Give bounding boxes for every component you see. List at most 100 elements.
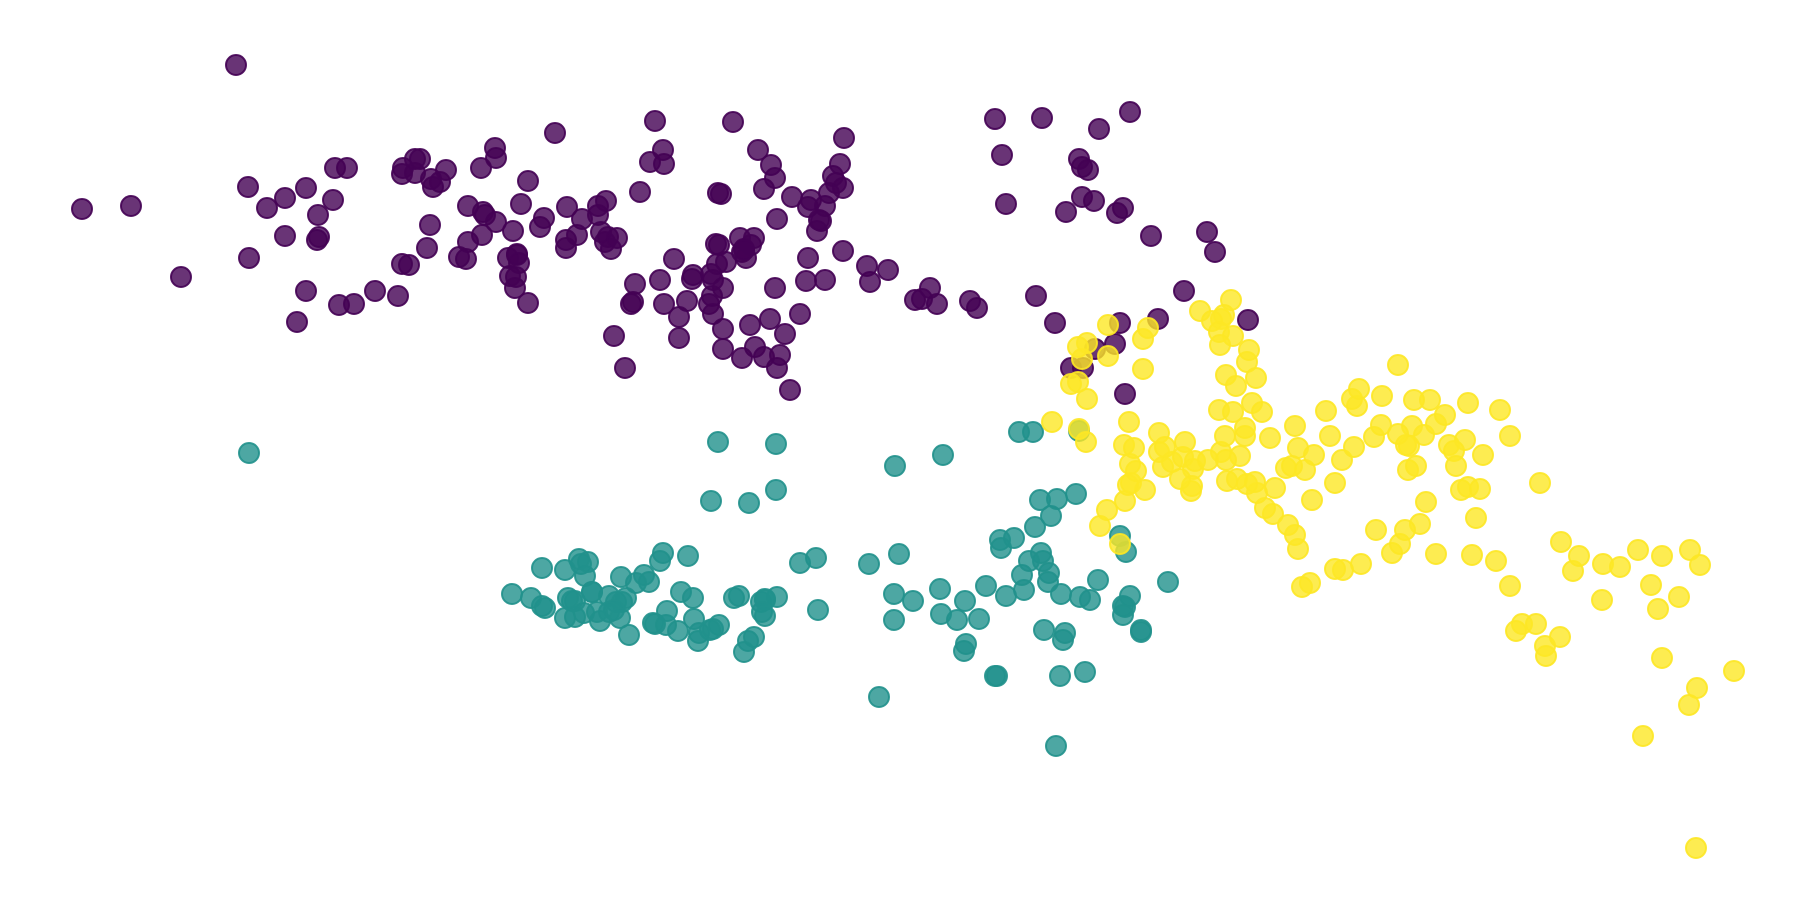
scatter-point-series-1-56 [858, 553, 880, 575]
scatter-point-series-0-82 [644, 110, 666, 132]
scatter-point-series-0-2 [170, 266, 192, 288]
scatter-point-series-1-45 [1024, 516, 1046, 538]
scatter-point-series-0-114 [766, 208, 788, 230]
scatter-point-series-0-137 [774, 323, 796, 345]
scatter-point-series-2-82 [1632, 725, 1654, 747]
scatter-point-series-0-160 [1044, 312, 1066, 334]
scatter-point-series-0-5 [295, 280, 317, 302]
scatter-point-series-1-44 [1018, 550, 1040, 572]
scatter-point-series-2-117 [1225, 375, 1247, 397]
scatter-point-series-1-26 [975, 575, 997, 597]
scatter-point-series-2-33 [1245, 367, 1267, 389]
scatter-point-series-0-140 [814, 195, 836, 217]
scatter-point-series-2-104 [1324, 558, 1346, 580]
scatter-point-series-1-29 [883, 583, 905, 605]
scatter-point-series-2-142 [1226, 468, 1248, 490]
scatter-point-series-1-0 [238, 442, 260, 464]
scatter-point-series-2-95 [1425, 543, 1447, 565]
scatter-point-series-1-54 [902, 590, 924, 612]
scatter-point-series-2-135 [1137, 317, 1159, 339]
scatter-point-series-2-45 [1371, 385, 1393, 407]
scatter-point-series-2-58 [1461, 544, 1483, 566]
scatter-point-series-0-48 [510, 193, 532, 215]
scatter-point-series-2-89 [1457, 392, 1479, 414]
scatter-point-series-1-81 [618, 624, 640, 646]
scatter-point-series-2-88 [1489, 399, 1511, 421]
scatter-point-series-2-69 [1568, 545, 1590, 567]
scatter-point-series-2-35 [1251, 401, 1273, 423]
scatter-point-series-2-137 [1169, 468, 1191, 490]
scatter-point-series-2-144 [1264, 477, 1286, 499]
scatter-point-series-1-93 [531, 557, 553, 579]
scatter-point-series-0-21 [308, 226, 330, 248]
scatter-point-series-0-143 [814, 269, 836, 291]
scatter-point-series-0-132 [759, 308, 781, 330]
points-layer [71, 54, 1745, 859]
scatter-point-series-0-18 [398, 254, 420, 276]
scatter-point-series-2-77 [1679, 539, 1701, 561]
scatter-point-series-2-63 [1505, 620, 1527, 642]
scatter-point-series-1-47 [1046, 488, 1068, 510]
scatter-point-series-0-88 [676, 290, 698, 312]
scatter-point-series-2-143 [1244, 471, 1266, 493]
scatter-point-series-0-177 [1071, 186, 1093, 208]
scatter-point-series-2-49 [1403, 389, 1425, 411]
scatter-point-series-2-67 [1550, 531, 1572, 553]
scatter-point-series-0-53 [508, 252, 530, 274]
scatter-point-series-2-100 [1394, 519, 1416, 541]
scatter-point-series-0-169 [1237, 309, 1259, 331]
scatter-point-series-0-94 [705, 233, 727, 255]
scatter-point-series-0-10 [225, 54, 247, 76]
scatter-point-series-2-2 [1109, 533, 1131, 555]
scatter-point-series-0-45 [484, 137, 506, 159]
scatter-point-series-1-99 [649, 550, 671, 572]
scatter-point-series-0-22 [307, 204, 329, 226]
scatter-point-series-1-15 [1157, 571, 1179, 593]
scatter-point-series-2-46 [1387, 354, 1409, 376]
scatter-point-series-1-41 [1050, 583, 1072, 605]
scatter-point-series-2-132 [1125, 460, 1147, 482]
scatter-point-series-0-11 [295, 177, 317, 199]
scatter-point-series-2-66 [1549, 626, 1571, 648]
scatter-point-series-2-75 [1651, 545, 1673, 567]
scatter-point-series-2-74 [1640, 574, 1662, 596]
scatter-point-series-0-180 [1068, 148, 1090, 170]
scatter-point-series-1-48 [1065, 483, 1087, 505]
scatter-point-series-0-118 [795, 270, 817, 292]
scatter-point-series-0-7 [274, 187, 296, 209]
scatter-point-series-1-38 [1112, 604, 1134, 626]
scatter-point-series-2-86 [1529, 472, 1551, 494]
scatter-point-series-2-155 [1469, 478, 1491, 500]
scatter-point-series-1-114 [581, 581, 603, 603]
scatter-point-series-1-24 [954, 590, 976, 612]
scatter-point-series-1-71 [707, 431, 729, 453]
scatter-point-series-2-150 [1348, 378, 1370, 400]
scatter-point-series-1-111 [625, 572, 647, 594]
scatter-point-series-0-156 [991, 144, 1013, 166]
scatter-point-series-2-120 [1097, 314, 1119, 336]
scatter-point-series-0-58 [533, 207, 555, 229]
scatter-point-series-0-72 [606, 227, 628, 249]
scatter-point-series-0-154 [995, 193, 1017, 215]
scatter-point-series-2-126 [1068, 418, 1090, 440]
scatter-point-series-2-107 [1301, 489, 1323, 511]
scatter-point-series-1-68 [733, 641, 755, 663]
scatter-point-series-1-40 [1069, 586, 1091, 608]
scatter-point-series-1-123 [501, 583, 523, 605]
scatter-point-series-0-0 [71, 198, 93, 220]
scatter-point-series-0-73 [603, 325, 625, 347]
scatter-point-series-0-15 [364, 280, 386, 302]
scatter-point-series-0-158 [1025, 285, 1047, 307]
scatter-point-series-2-130 [1041, 411, 1063, 433]
scatter-point-series-0-127 [764, 277, 786, 299]
scatter-point-series-0-67 [595, 190, 617, 212]
scatter-point-series-0-124 [797, 247, 819, 269]
scatter-point-series-0-3 [238, 247, 260, 269]
scatter-point-series-0-76 [624, 273, 646, 295]
scatter-point-series-2-92 [1445, 455, 1467, 477]
scatter-point-series-2-127 [1097, 345, 1119, 367]
scatter-point-series-0-171 [1140, 225, 1162, 247]
scatter-point-series-2-96 [1415, 491, 1437, 513]
scatter-point-series-1-104 [728, 585, 750, 607]
scatter-point-series-0-116 [760, 154, 782, 176]
